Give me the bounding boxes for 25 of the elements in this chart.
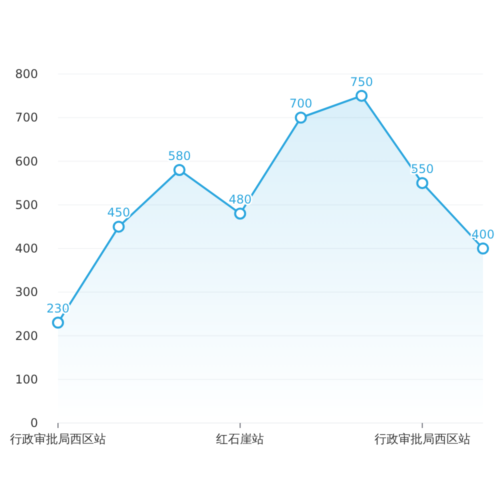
x-tick-label: 行政审批局西区站 xyxy=(10,432,106,446)
x-tick-label: 红石崖站 xyxy=(216,432,264,446)
point xyxy=(477,242,489,254)
y-tick-label: 600 xyxy=(15,154,38,168)
data-label: 450 xyxy=(107,206,130,220)
y-tick-label: 300 xyxy=(15,285,38,300)
y-tick-label: 100 xyxy=(15,372,38,386)
point xyxy=(356,90,368,102)
data-label: 580 xyxy=(168,148,191,163)
y-tick-label: 500 xyxy=(15,198,38,212)
point xyxy=(234,208,246,220)
y-tick-label: 700 xyxy=(15,110,38,125)
data-label: 700 xyxy=(289,96,312,111)
point xyxy=(294,112,307,124)
y-tick-label: 200 xyxy=(15,328,38,343)
point xyxy=(416,177,428,190)
data-label: 750 xyxy=(350,74,374,89)
y-tick-label: 800 xyxy=(15,67,38,81)
y-tick-label: 400 xyxy=(15,242,38,256)
point xyxy=(112,220,125,233)
point xyxy=(173,164,186,176)
data-label: 400 xyxy=(472,228,494,242)
x-tick-label: 行政审批局西区站 xyxy=(374,432,470,446)
y-tick-label: 0 xyxy=(30,416,38,430)
point xyxy=(52,316,64,329)
